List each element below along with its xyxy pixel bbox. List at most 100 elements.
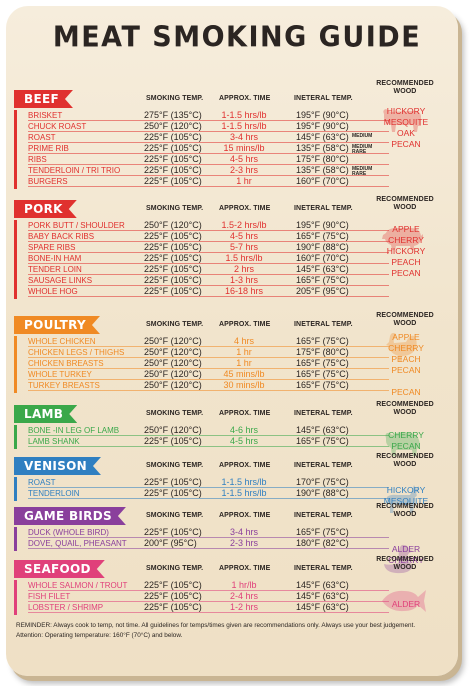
recommended-woods: APPLE CHERRY PEACH PECAN PECAN xyxy=(376,332,436,398)
cut-name: CHICKEN BREASTS xyxy=(28,359,104,368)
row-divider xyxy=(28,390,389,391)
smoking-temp: 225°F (105°C) xyxy=(144,154,202,164)
approx-time: 1 hr xyxy=(236,176,252,186)
smoking-temp: 225°F (105°C) xyxy=(144,602,202,612)
column-header-smoking-temp: SMOKING TEMP. xyxy=(146,462,204,469)
column-header-recommended-wood: RECOMMENDED WOOD xyxy=(376,556,434,571)
wood-item: HICKORY xyxy=(386,246,426,256)
recommended-woods: APPLE CHERRY HICKORY PEACH PECAN xyxy=(376,224,436,279)
cut-name: BURGERS xyxy=(28,177,68,186)
approx-time: 3-4 hrs xyxy=(229,527,258,537)
section-badge: GAME BIRDS xyxy=(14,507,126,525)
approx-time: 1 hr xyxy=(236,358,252,368)
row-divider xyxy=(28,296,389,297)
column-header-smoking-temp: SMOKING TEMP. xyxy=(146,410,204,417)
page-title: MEAT SMOKING GUIDE xyxy=(52,21,422,54)
wood-item: HICKORY xyxy=(386,106,426,116)
column-header-internal-temp: INETERAL TEMP. xyxy=(294,410,353,417)
wood-item: CHERRY xyxy=(388,343,424,353)
lamb-icon xyxy=(380,428,424,463)
column-header-recommended-wood: RECOMMENDED WOOD xyxy=(376,453,434,468)
wood-item: PECAN xyxy=(391,139,421,149)
internal-temp: 165°F (75°C) xyxy=(296,380,349,390)
approx-time: 1 hr/lb xyxy=(231,580,257,590)
row-divider xyxy=(28,446,389,447)
table-row: BRISKET 275°F (135°C) 1-1.5 hrs/lb 195°F (9… xyxy=(14,110,389,121)
internal-temp: 165°F (75°C) xyxy=(296,358,349,368)
wood-item: CHERRY xyxy=(388,555,424,565)
approx-time: 1 hr xyxy=(236,347,252,357)
internal-temp: 170°F (75°C) xyxy=(296,477,349,487)
column-header-smoking-temp: SMOKING TEMP. xyxy=(146,205,204,212)
smoking-temp: 250°F (120°C) xyxy=(144,380,202,390)
internal-temp: 165°F (75°C) xyxy=(296,527,349,537)
internal-temp: 165°F (75°C) xyxy=(296,275,349,285)
smoking-temp: 250°F (120°C) xyxy=(144,347,202,357)
internal-temp: 145°F (63°C) xyxy=(296,264,349,274)
table-row: DOVE, QUAIL, PHEASANT 200°F (95°C) 2-3 hrs… xyxy=(14,538,389,549)
row-divider xyxy=(28,153,389,154)
internal-temp: 165°F (75°C) xyxy=(296,369,349,379)
table-row: ROAST 225°F (105°C) 1-1.5 hrs/lb 170°F (75°… xyxy=(14,477,389,488)
table-row: ROAST 225°F (105°C) 3-4 hrs 145°F (63°C) MED… xyxy=(14,132,389,143)
smoking-temp: 250°F (120°C) xyxy=(144,336,202,346)
internal-temp: 135°F (58°C) xyxy=(296,143,349,153)
row-divider xyxy=(28,498,389,499)
row-divider xyxy=(28,379,389,380)
footer-reminder: REMINDER: Always cook to temp, not time.… xyxy=(16,622,416,629)
row-divider xyxy=(28,346,389,347)
table-row: BURGERS 225°F (105°C) 1 hr 160°F (70°C) xyxy=(14,176,389,187)
internal-temp: 190°F (88°C) xyxy=(296,242,349,252)
deer-icon xyxy=(380,483,424,520)
cut-name: LOBSTER / SHRIMP xyxy=(28,603,104,612)
row-divider xyxy=(28,487,389,488)
cut-name: BABY BACK RIBS xyxy=(28,232,95,241)
column-header-approx-time: APPROX. TIME xyxy=(219,205,271,212)
footer: REMINDER: Always cook to temp, not time.… xyxy=(16,621,456,641)
internal-temp: 165°F (75°C) xyxy=(296,436,349,446)
pig-silhouette xyxy=(382,228,423,250)
row-divider xyxy=(28,357,389,358)
approx-time: 2-3 hrs xyxy=(229,538,258,548)
internal-temp: 165°F (75°C) xyxy=(296,336,349,346)
cut-name: RIBS xyxy=(28,155,47,164)
approx-time: 1-1.5 hrs/lb xyxy=(221,110,267,120)
internal-temp: 205°F (95°C) xyxy=(296,286,349,296)
internal-temp: 180°F (82°C) xyxy=(296,538,349,548)
doneness-note: MEDIUM RARE xyxy=(352,144,373,155)
column-header-approx-time: APPROX. TIME xyxy=(219,95,271,102)
row-divider xyxy=(28,142,389,143)
recommended-woods: HICKORY MESQUITE xyxy=(376,485,436,507)
footer-attention: Attention: Operating temperature: 160°F … xyxy=(16,632,183,639)
column-header-internal-temp: INETERAL TEMP. xyxy=(294,512,353,519)
approx-time: 45 mins/lb xyxy=(223,369,265,379)
row-divider xyxy=(28,537,389,538)
wood-item: ALDER xyxy=(391,599,421,609)
cut-name: PRIME RIB xyxy=(28,144,69,153)
section-badge: LAMB xyxy=(14,405,77,423)
approx-time: 2-3 hrs xyxy=(229,165,258,175)
column-header-smoking-temp: SMOKING TEMP. xyxy=(146,321,204,328)
smoking-temp: 250°F (120°C) xyxy=(144,358,202,368)
smoking-temp: 225°F (105°C) xyxy=(144,242,202,252)
table-row: BONE-IN HAM 225°F (105°C) 1.5 hrs/lb 160°F … xyxy=(14,253,389,264)
table-row: WHOLE HOG 225°F (105°C) 16-18 hrs 205°F (95… xyxy=(14,286,389,297)
smoking-temp: 225°F (105°C) xyxy=(144,477,202,487)
wood-item: PECAN xyxy=(391,441,421,451)
column-header-recommended-wood: RECOMMENDED WOOD xyxy=(376,312,434,327)
wood-item: APPLE xyxy=(392,332,420,342)
column-header-approx-time: APPROX. TIME xyxy=(219,512,271,519)
table-row: DUCK (WHOLE BIRD) 225°F (105°C) 3-4 hrs 165… xyxy=(14,527,389,538)
row-divider xyxy=(28,230,389,231)
table-row: PRIME RIB 225°F (105°C) 15 mins/lb 135°F (5… xyxy=(14,143,389,155)
approx-time: 4-5 hrs xyxy=(229,436,258,446)
smoking-temp: 225°F (105°C) xyxy=(144,591,202,601)
column-header-recommended-wood: RECOMMENDED WOOD xyxy=(376,80,434,95)
approx-time: 4-5 hrs xyxy=(229,154,258,164)
table-row: TENDERLOIN / TRI TRIO 225°F (105°C) 2-3 hr… xyxy=(14,165,389,177)
fish-silhouette xyxy=(382,590,426,612)
internal-temp: 145°F (63°C) xyxy=(296,580,349,590)
row-divider xyxy=(28,164,389,165)
internal-temp: 175°F (80°C) xyxy=(296,347,349,357)
wood-item: PEACH xyxy=(391,354,421,364)
